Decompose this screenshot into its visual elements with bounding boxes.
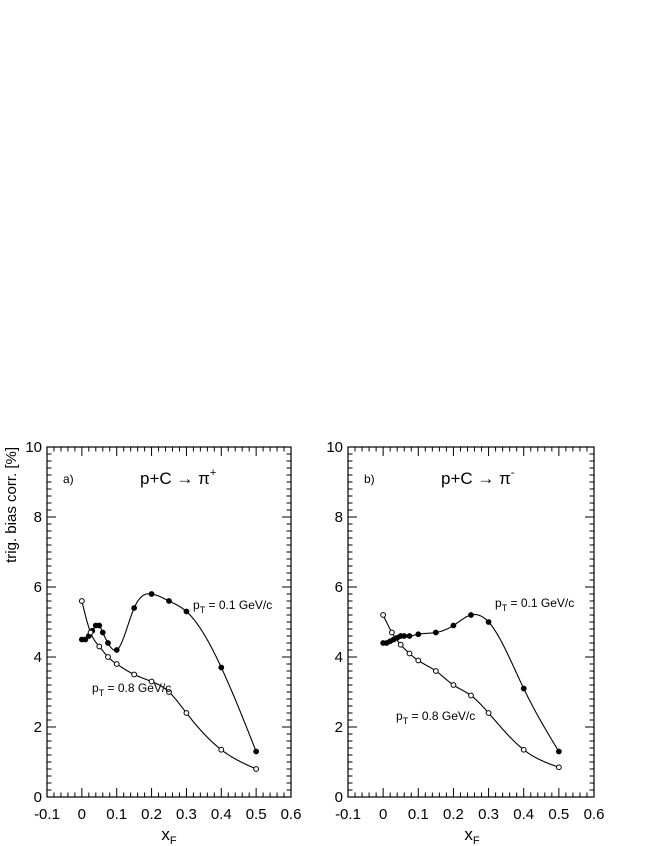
data-point [87, 629, 94, 636]
data-point [166, 689, 172, 695]
reaction-title: p+C → π+ [140, 467, 216, 488]
x-tick-label: 0.6 [281, 806, 302, 823]
panel-label: a) [63, 472, 74, 486]
series-pt-0.1: pT = 0.1 GeV/c [78, 591, 272, 755]
x-tick-label: 0.4 [211, 806, 232, 823]
x-axis-label: xF [161, 825, 177, 846]
series-pt-0.1: pT = 0.1 GeV/c [380, 596, 574, 755]
data-point [380, 612, 387, 618]
data-point [218, 664, 225, 671]
data-point [389, 629, 395, 636]
data-point [105, 654, 111, 660]
y-tick-label: 2 [335, 719, 343, 736]
data-point [468, 612, 474, 618]
data-point [166, 598, 172, 604]
data-point [432, 629, 439, 636]
y-tick-label: 4 [335, 649, 343, 666]
data-point [520, 685, 527, 692]
series-label: pT = 0.1 GeV/c [495, 596, 574, 613]
series-label: pT = 0.8 GeV/c [92, 681, 171, 698]
data-point [131, 605, 138, 611]
y-tick-label: 2 [34, 719, 42, 736]
plot-frame [46, 446, 292, 798]
data-point [148, 591, 155, 597]
data-point [432, 668, 439, 674]
data-point [218, 746, 225, 753]
data-point [253, 766, 260, 772]
y-tick-label: 8 [34, 509, 42, 526]
data-point [78, 598, 85, 604]
x-axis-label: xF [464, 825, 480, 846]
data-point [415, 631, 422, 638]
data-point [183, 608, 190, 615]
series-pt-0.8: pT = 0.8 GeV/c [78, 598, 260, 772]
data-point [82, 636, 89, 643]
data-point [183, 710, 190, 716]
data-point [105, 640, 111, 646]
y-tick-label: 0 [34, 789, 42, 806]
data-point [113, 661, 120, 667]
x-tick-label: 0 [379, 806, 387, 823]
data-point [415, 657, 422, 664]
x-tick-label: 0.6 [584, 806, 605, 823]
data-point [555, 764, 562, 771]
x-tick-label: -0.1 [335, 806, 361, 823]
data-point [397, 641, 404, 648]
data-point [96, 622, 103, 629]
data-point [450, 622, 457, 629]
reaction-title: p+C → π- [441, 467, 515, 488]
data-point [555, 748, 562, 755]
panel-label: b) [364, 472, 375, 486]
data-point [113, 647, 120, 653]
data-point [485, 710, 492, 716]
data-point [450, 682, 457, 688]
x-tick-label: 0.2 [141, 806, 162, 823]
series-line [81, 593, 257, 752]
y-tick-label: 0 [335, 789, 343, 806]
plot-frame [347, 446, 595, 798]
data-point [401, 633, 408, 639]
y-axis-label: trig. bias corr. [%] [3, 447, 20, 563]
x-tick-label: -0.1 [34, 806, 60, 823]
y-tick-label: 8 [335, 509, 343, 526]
data-point [253, 748, 260, 755]
y-tick-label: 4 [34, 649, 42, 666]
data-point [96, 643, 103, 650]
y-tick-label: 10 [326, 439, 343, 456]
data-point [406, 633, 413, 639]
data-point [131, 671, 138, 678]
x-tick-label: 0.3 [478, 806, 499, 823]
x-tick-label: 0.5 [548, 806, 569, 823]
y-tick-label: 6 [335, 579, 343, 596]
x-tick-label: 0.2 [443, 806, 464, 823]
data-point [468, 692, 474, 699]
data-point [148, 678, 155, 685]
x-tick-label: 0.4 [513, 806, 534, 823]
x-tick-label: 0.3 [176, 806, 197, 823]
series-label: pT = 0.1 GeV/c [193, 598, 272, 615]
x-tick-label: 0 [78, 806, 86, 823]
data-point [406, 650, 413, 657]
series-pt-0.8: pT = 0.8 GeV/c [380, 612, 562, 771]
series-label: pT = 0.8 GeV/c [396, 709, 475, 726]
y-tick-label: 10 [25, 439, 42, 456]
data-point [520, 746, 527, 753]
x-tick-label: 0.5 [246, 806, 267, 823]
x-tick-label: 0.1 [106, 806, 127, 823]
data-point [485, 619, 492, 625]
x-tick-label: 0.1 [408, 806, 429, 823]
y-tick-label: 6 [34, 579, 42, 596]
data-point [99, 629, 106, 636]
